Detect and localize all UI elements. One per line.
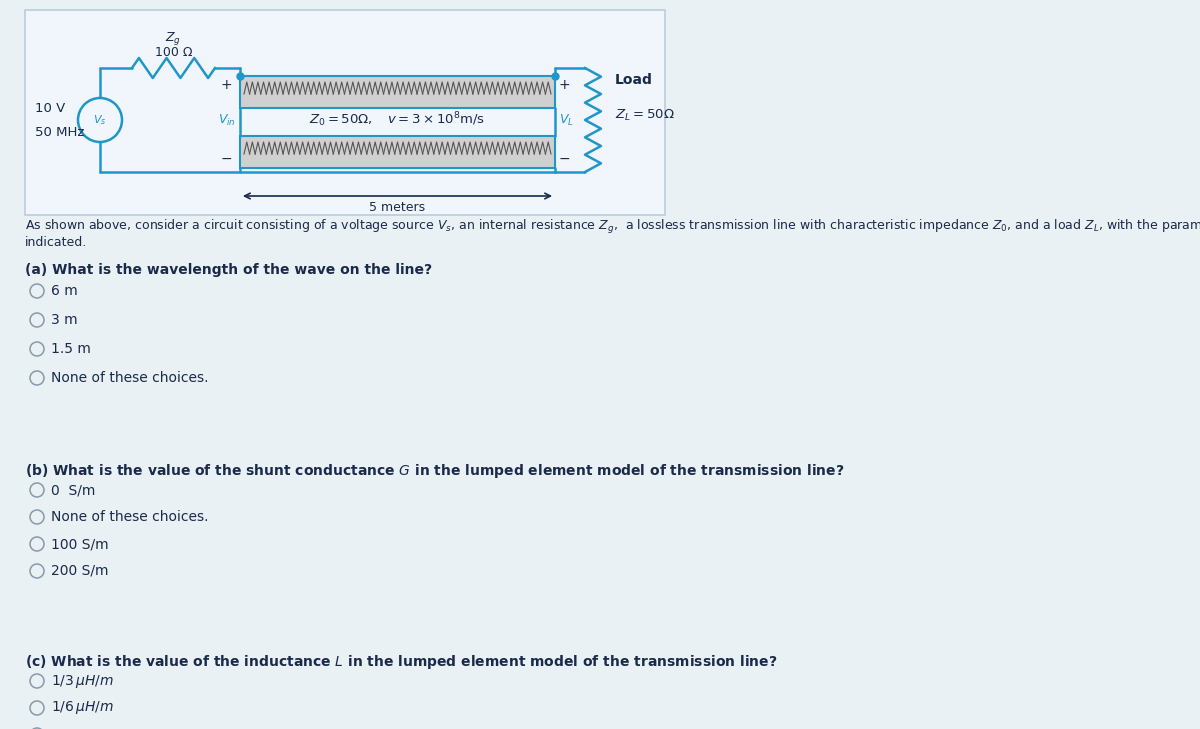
Text: 50 MHz: 50 MHz [35,125,84,139]
Text: 10 V: 10 V [35,101,65,114]
Text: $Z_0 = 50\Omega,\quad v = 3\times10^8\mathrm{m/s}$: $Z_0 = 50\Omega,\quad v = 3\times10^8\ma… [310,111,486,129]
Text: (b) What is the value of the shunt conductance $G$ in the lumped element model o: (b) What is the value of the shunt condu… [25,462,845,480]
Text: 5 meters: 5 meters [370,201,426,214]
Text: None of these choices.: None of these choices. [50,371,209,385]
Text: 100 S/m: 100 S/m [50,537,109,551]
Text: $V_s$: $V_s$ [94,113,107,127]
Text: As shown above, consider a circuit consisting of a voltage source $V_s$, an inte: As shown above, consider a circuit consi… [25,218,1200,236]
Text: 200 S/m: 200 S/m [50,564,108,578]
Text: 1.5 m: 1.5 m [50,342,91,356]
Text: +: + [221,78,232,92]
Text: 3 m: 3 m [50,313,78,327]
Text: +: + [559,78,571,92]
Text: 100 Ω: 100 Ω [155,45,192,58]
Text: $1/6\,\mu H/m$: $1/6\,\mu H/m$ [50,700,114,717]
Text: $V_L$: $V_L$ [559,112,574,128]
Text: indicated.: indicated. [25,236,88,249]
Text: 0  S/m: 0 S/m [50,483,95,497]
Circle shape [78,98,122,142]
Bar [240,76,554,108]
Text: $Z_g$: $Z_g$ [166,29,181,47]
Text: None of these choices.: None of these choices. [50,510,209,524]
Text: (c) What is the value of the inductance $L$ in the lumped element model of the t: (c) What is the value of the inductance … [25,653,778,671]
Text: $1/3\,\mu H/m$: $1/3\,\mu H/m$ [50,672,114,690]
Text: $Z_L = 50\Omega$: $Z_L = 50\Omega$ [616,107,674,122]
Bar [240,136,554,168]
Text: Load: Load [616,73,653,87]
Text: −: − [221,152,232,166]
Text: $1/5\,\mu H/m$: $1/5\,\mu H/m$ [50,727,114,729]
Text: $V_{in}$: $V_{in}$ [218,112,236,128]
Text: −: − [559,152,571,166]
Text: 6 m: 6 m [50,284,78,298]
FancyBboxPatch shape [25,10,665,215]
Text: (a) What is the wavelength of the wave on the line?: (a) What is the wavelength of the wave o… [25,263,432,277]
